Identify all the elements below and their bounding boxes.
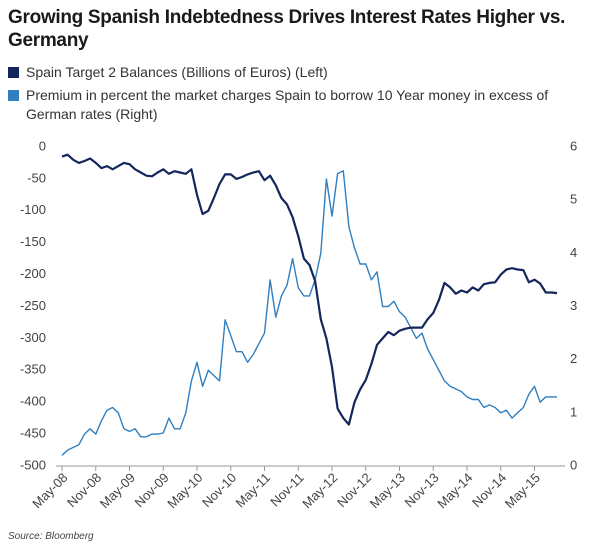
y-tick-label: -250 bbox=[20, 298, 46, 313]
y2-tick-label: 2 bbox=[570, 351, 577, 366]
x-tick-label: Nov-08 bbox=[64, 470, 104, 510]
x-tick-label: Nov-13 bbox=[402, 470, 442, 510]
x-tick-label: May-13 bbox=[367, 470, 408, 511]
y-tick-label: -100 bbox=[20, 202, 46, 217]
x-tick-label: May-12 bbox=[299, 470, 340, 511]
y-tick-label: -200 bbox=[20, 266, 46, 281]
x-tick-label: May-10 bbox=[164, 470, 205, 511]
x-tick-label: May-09 bbox=[97, 470, 138, 511]
y2-tick-label: 1 bbox=[570, 404, 577, 419]
legend-swatch bbox=[8, 67, 19, 78]
y-tick-label: -350 bbox=[20, 362, 46, 377]
y-tick-label: -150 bbox=[20, 234, 46, 249]
x-tick-label: May-15 bbox=[502, 470, 543, 511]
y-tick-label: 0 bbox=[39, 138, 46, 153]
legend-label: Premium in percent the market charges Sp… bbox=[26, 87, 549, 122]
y-tick-label: -50 bbox=[27, 170, 46, 185]
x-tick-label: Nov-14 bbox=[469, 470, 509, 510]
y2-tick-label: 5 bbox=[570, 192, 577, 207]
legend-entry: Premium in percent the market charges Sp… bbox=[8, 86, 588, 124]
y-tick-label: -300 bbox=[20, 330, 46, 345]
y-tick-label: -500 bbox=[20, 457, 46, 472]
x-tick-label: Nov-09 bbox=[132, 470, 172, 510]
y2-tick-label: 0 bbox=[570, 457, 577, 472]
y2-tick-label: 4 bbox=[570, 245, 577, 260]
legend-swatch bbox=[8, 90, 19, 101]
source-note: Source: Bloomberg bbox=[8, 531, 94, 542]
chart-title: Growing Spanish Indebtedness Drives Inte… bbox=[8, 7, 566, 51]
y-tick-label: -400 bbox=[20, 394, 46, 409]
series-line bbox=[61, 153, 558, 426]
legend-label: Spain Target 2 Balances (Billions of Eur… bbox=[26, 64, 328, 80]
y2-tick-label: 6 bbox=[570, 138, 577, 153]
series-line bbox=[61, 170, 557, 456]
y2-tick-label: 3 bbox=[570, 298, 577, 313]
x-tick-label: Nov-12 bbox=[334, 470, 374, 510]
x-tick-label: May-08 bbox=[29, 470, 70, 511]
x-tick-label: Nov-10 bbox=[199, 470, 239, 510]
legend-entry: Spain Target 2 Balances (Billions of Eur… bbox=[8, 63, 588, 82]
y-tick-label: -450 bbox=[20, 426, 46, 441]
x-tick-label: May-11 bbox=[232, 470, 273, 511]
x-tick-label: May-14 bbox=[434, 470, 475, 511]
